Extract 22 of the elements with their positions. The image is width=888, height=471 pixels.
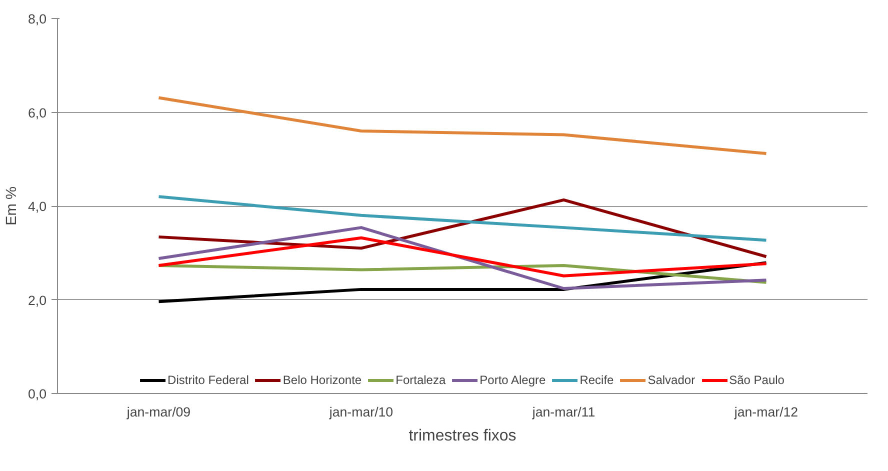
line-series	[157, 226, 768, 290]
x-tick-label: jan-mar/12	[733, 404, 798, 420]
y-tick-label: 0,0	[28, 386, 47, 402]
y-tick-label: 2,0	[28, 292, 47, 308]
y-axis-title: Em %	[4, 186, 20, 226]
legend-label: Recife	[580, 373, 614, 387]
line-series	[157, 96, 768, 155]
line-series	[157, 236, 768, 278]
x-axis-title: trimestres fixos	[408, 428, 516, 444]
y-tick-label: 4,0	[28, 199, 47, 214]
legend-label: Salvador	[648, 373, 696, 387]
x-tick-label: jan-mar/11	[531, 404, 596, 420]
x-tick-label: jan-mar/10	[328, 404, 394, 420]
y-tick-label: 6,0	[28, 105, 47, 120]
line-series	[157, 195, 768, 242]
legend-label: Belo Horizonte	[282, 373, 362, 387]
legend-label: Porto Alegre	[480, 373, 546, 387]
x-tick-label: jan-mar/09	[126, 404, 191, 420]
legend-label: Fortaleza	[396, 373, 446, 387]
y-tick-label: 8,0	[28, 12, 47, 26]
legend-label: São Paulo	[729, 373, 784, 387]
legend-label: Distrito Federal	[168, 373, 249, 387]
